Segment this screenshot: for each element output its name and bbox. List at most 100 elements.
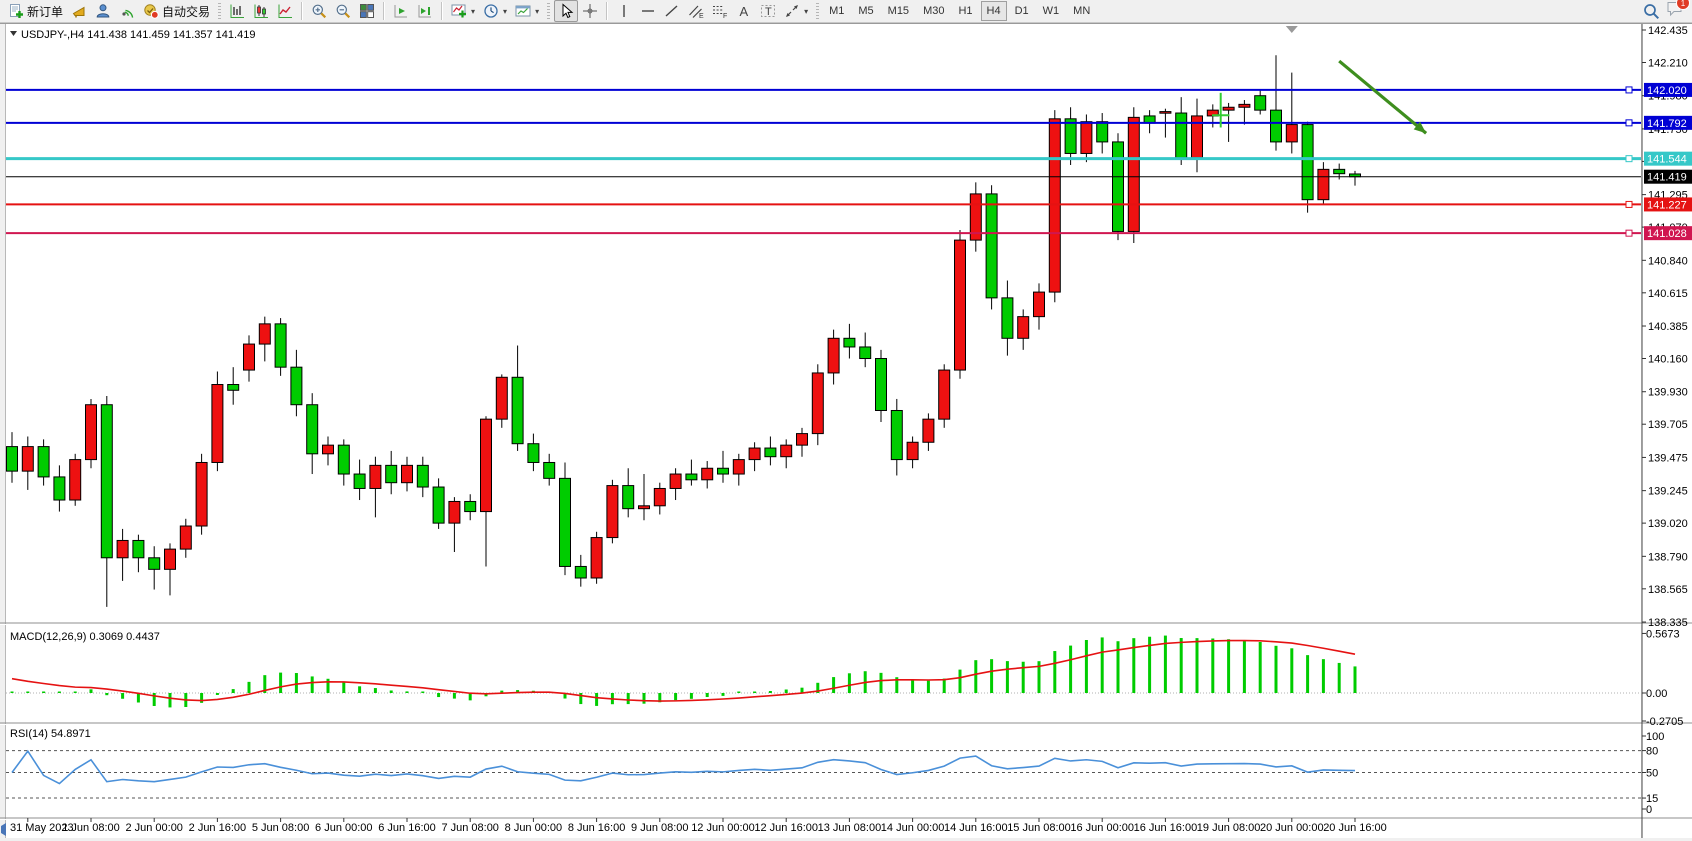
text-tool-button[interactable]: A <box>732 0 756 22</box>
timeframe-button-W1[interactable]: W1 <box>1042 5 1060 17</box>
trend-arrow-annotation[interactable] <box>1338 59 1428 135</box>
cursor-arrow-icon <box>562 3 574 19</box>
vertical-line-tool-button[interactable] <box>612 0 636 22</box>
crosshair-icon <box>583 4 598 18</box>
time-tick-label: 31 May 2023 <box>10 822 74 834</box>
line-chart-icon <box>278 4 293 18</box>
arrows-tool-button[interactable]: ▾ <box>780 0 812 22</box>
community-button[interactable] <box>91 0 115 22</box>
signal-waves-icon <box>122 9 134 18</box>
hline-handle[interactable] <box>1625 155 1633 163</box>
timeframe-button-M15[interactable]: M15 <box>887 5 910 17</box>
fibonacci-tool-button[interactable]: F <box>708 0 732 22</box>
time-tick-label: 20 Jun 00:00 <box>1260 822 1324 834</box>
timeframe-button-M30[interactable]: M30 <box>923 5 945 17</box>
channel-tool-button[interactable]: E <box>684 0 708 22</box>
toolbar-drag-handle[interactable] <box>816 3 820 19</box>
time-tick-label: 1 Jun 08:00 <box>62 822 120 834</box>
label-tool-button[interactable]: T <box>756 0 780 22</box>
horizontal-line-tool-button[interactable] <box>636 0 660 22</box>
price-tick-label: 142.435 <box>1648 25 1688 37</box>
candlestick-mode-button[interactable] <box>249 0 273 22</box>
time-tick-label: 2 Jun 16:00 <box>189 822 247 834</box>
macd-pane: MACD(12,26,9) 0.3069 0.4437 <box>6 631 1641 708</box>
time-tick-label: 5 Jun 08:00 <box>252 822 310 834</box>
price-tick-label: 139.245 <box>1648 486 1688 498</box>
timeframe-button-MN[interactable]: MN <box>1073 5 1091 17</box>
price-tick-label: 140.840 <box>1648 255 1688 267</box>
hline-handle[interactable] <box>1625 200 1633 208</box>
bar-chart-mode-button[interactable] <box>225 0 249 22</box>
rsi-scale-label: 100 <box>1646 731 1664 743</box>
time-tick-label: 8 Jun 00:00 <box>505 822 563 834</box>
price-tag: 141.028 <box>1647 228 1687 240</box>
templates-button[interactable]: ▾ <box>511 0 543 22</box>
clock-icon <box>484 4 498 18</box>
search-icon[interactable] <box>1643 3 1660 20</box>
trendline-tool-button[interactable] <box>660 0 684 22</box>
price-tick-label: 140.160 <box>1648 354 1688 366</box>
signals-button[interactable] <box>115 0 139 22</box>
candlestick-icon <box>254 4 269 18</box>
time-tick-label: 6 Jun 16:00 <box>378 822 436 834</box>
timeframe-button-M5[interactable]: M5 <box>858 5 874 17</box>
time-tick-label: 13 Jun 08:00 <box>818 822 882 834</box>
timeframe-button-H4[interactable]: H4 <box>980 1 1007 21</box>
tile-windows-button[interactable] <box>355 0 379 22</box>
auto-scroll-button[interactable] <box>389 0 413 22</box>
chart-shift-button[interactable] <box>413 0 437 22</box>
macd-scale-label: -0.2705 <box>1646 716 1683 728</box>
time-tick-label: 2 Jun 00:00 <box>125 822 183 834</box>
zoom-in-icon <box>312 4 327 19</box>
time-tick-label: 14 Jun 16:00 <box>944 822 1008 834</box>
timeframe-button-D1[interactable]: D1 <box>1014 5 1029 17</box>
time-tick-label: 12 Jun 00:00 <box>691 822 755 834</box>
autotrading-button[interactable]: 自动交易 <box>139 0 214 22</box>
price-tag: 141.544 <box>1647 154 1687 166</box>
price-scale[interactable]: 142.435142.210141.980141.750141.525141.2… <box>1641 24 1692 838</box>
community-person-icon <box>96 4 110 18</box>
timeframe-button-H1[interactable]: H1 <box>958 5 973 17</box>
cursor-tool-button[interactable] <box>554 0 579 22</box>
time-tick-label: 14 Jun 00:00 <box>881 822 945 834</box>
price-tick-label: 138.790 <box>1648 551 1688 563</box>
zoom-in-button[interactable] <box>307 0 331 22</box>
notifications-button[interactable]: 1 <box>1666 0 1690 22</box>
rsi-label: RSI(14) 54.8971 <box>10 728 91 740</box>
time-tick-label: 12 Jun 16:00 <box>754 822 818 834</box>
periods-button[interactable]: ▾ <box>479 0 511 22</box>
hline-handle[interactable] <box>1625 229 1633 237</box>
hline-handle[interactable] <box>1625 86 1633 94</box>
autotrading-label: 自动交易 <box>162 4 211 19</box>
price-tick-label: 138.335 <box>1648 617 1688 629</box>
chevron-down-icon: ▾ <box>471 6 476 16</box>
symbol-dropdown-icon[interactable] <box>10 31 17 36</box>
new-order-label: 新订单 <box>27 4 64 19</box>
price-tick-label: 139.930 <box>1648 387 1688 399</box>
indicators-button[interactable]: ▾ <box>447 0 479 22</box>
hline-handle[interactable] <box>1625 119 1633 127</box>
tile-windows-icon <box>360 4 375 18</box>
main-price-pane: USDJPY-,H4 141.438 141.459 141.357 141.4… <box>6 26 1641 607</box>
add-indicator-icon <box>451 4 467 18</box>
new-order-button[interactable]: 新订单 <box>4 0 67 22</box>
toolbar-drag-handle[interactable] <box>547 3 551 19</box>
bar-chart-icon <box>230 4 245 18</box>
label-glyph: T <box>765 6 772 18</box>
crosshair-tool-button[interactable] <box>578 0 602 22</box>
zoom-out-button[interactable] <box>331 0 355 22</box>
autotrading-icon <box>144 4 159 19</box>
timeframe-group: M1 M5 M15 M30 H1 H4 D1 W1 MN <box>823 1 1096 21</box>
timeframe-button-M1[interactable]: M1 <box>829 5 845 17</box>
toolbar-drag-handle[interactable] <box>218 3 222 19</box>
cross-marker-annotation[interactable] <box>1212 92 1230 128</box>
price-tick-label: 140.615 <box>1648 288 1688 300</box>
chart-shift-marker[interactable] <box>1285 26 1298 33</box>
market-watch-button[interactable] <box>67 0 91 22</box>
horizontal-line-icon <box>642 10 655 12</box>
price-tick-label: 138.565 <box>1648 584 1688 596</box>
line-chart-mode-button[interactable] <box>273 0 297 22</box>
price-tag: 141.792 <box>1647 118 1687 130</box>
